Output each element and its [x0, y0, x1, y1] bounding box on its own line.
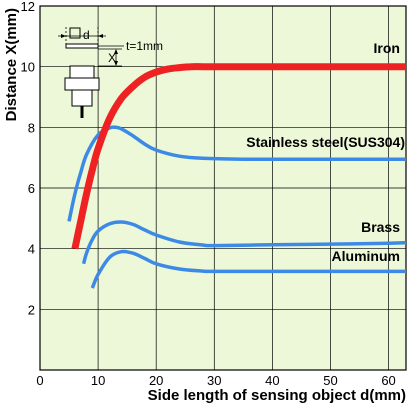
distance-arrow-head-top: [114, 49, 118, 54]
diagram-d-label: d: [83, 28, 90, 42]
sensor-neck: [71, 89, 93, 107]
x-tick-label: 50: [323, 373, 337, 388]
y-axis-label: Distance X(mm): [3, 8, 20, 121]
series-label-stainless-steel-sus304: Stainless steel(SUS304): [246, 134, 405, 150]
y-tick-label: 12: [21, 0, 35, 14]
y-tick-label: 4: [28, 242, 35, 257]
diagram-thickness-label: t=1mm: [126, 39, 163, 53]
series-label-brass: Brass: [361, 219, 400, 235]
tick-labels: 0 10 20 30 40 50 60 2 4 6 8 10 12: [21, 0, 396, 388]
sensor-body: [64, 77, 100, 91]
plot-frame: [39, 5, 407, 371]
y-tick-label: 6: [28, 181, 35, 196]
x-tick-label: 10: [91, 373, 105, 388]
sensor-head: [69, 65, 95, 79]
y-tick-label: 10: [21, 60, 35, 75]
distance-arrow-head-bottom: [114, 61, 118, 66]
series-line-iron: [71, 63, 406, 250]
series-label-aluminum: Aluminum: [332, 248, 400, 264]
x-tick-label: 20: [149, 373, 163, 388]
series-line-stainless-steel-sus304: [67, 125, 406, 222]
x-tick-label: 60: [381, 373, 395, 388]
dim-arrow-head-right: [98, 34, 103, 38]
series-line-brass: [81, 220, 407, 265]
square-symbol: [69, 27, 81, 39]
x-tick-label: 0: [36, 373, 43, 388]
series-line-aluminum: [90, 249, 406, 289]
series-labels: Iron Stainless steel(SUS304) Brass Aluminum: [246, 40, 405, 264]
y-tick-label: 2: [28, 302, 35, 317]
y-tick-label: 8: [28, 120, 35, 135]
diagram-x-label: X: [108, 51, 116, 65]
x-tick-label: 30: [207, 373, 221, 388]
sensor-diagram: d t=1mm X: [58, 27, 163, 118]
series-group: [67, 63, 407, 289]
series-label-iron: Iron: [374, 40, 400, 56]
dim-arrow-head-left: [61, 34, 66, 38]
sensing-plate: [65, 43, 99, 49]
x-axis-label: Side length of sensing object d(mm): [148, 387, 406, 404]
x-tick-label: 40: [265, 373, 279, 388]
